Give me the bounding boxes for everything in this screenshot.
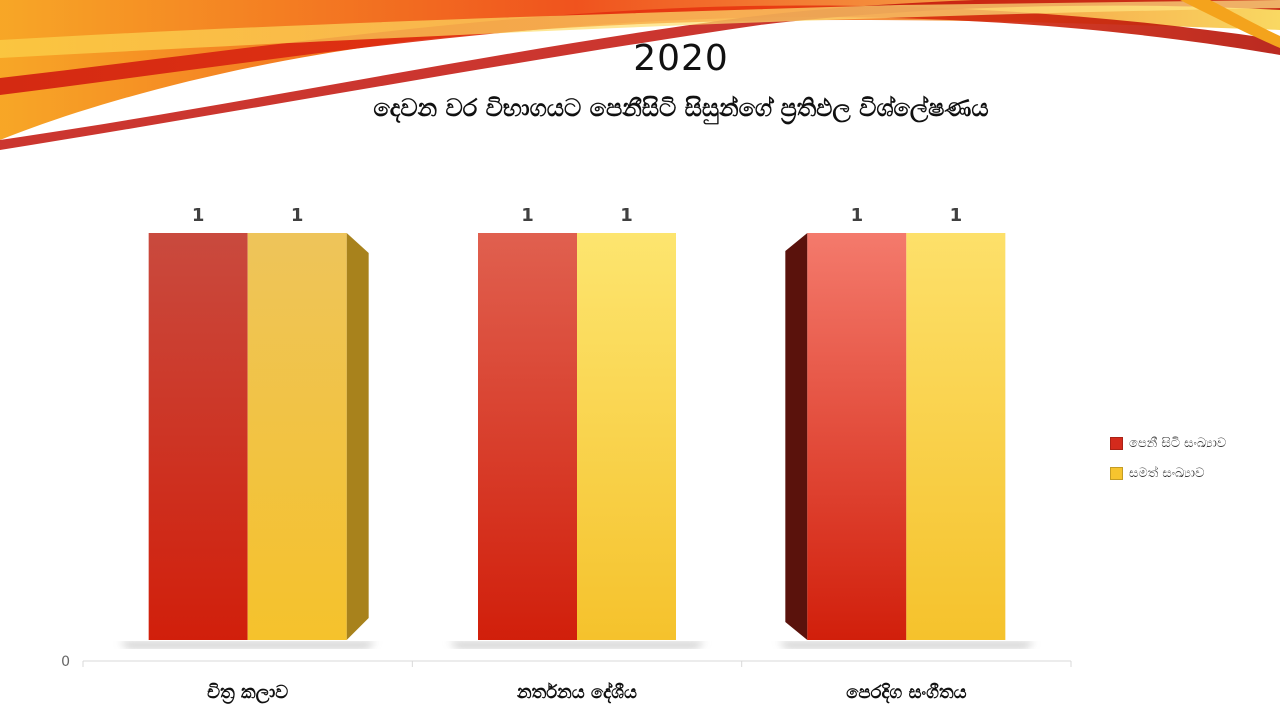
legend-label-appeared: පෙනී සිටි සංඛ්‍යාව xyxy=(1129,435,1227,451)
x-axis-category-label: පෙරදිග සංගීතය xyxy=(846,682,966,704)
bar xyxy=(577,233,676,640)
bar-shadow xyxy=(777,642,1036,648)
x-axis-category-label: චිත්‍ර කලාව xyxy=(207,682,288,704)
legend-item-appeared: පෙනී සිටි සංඛ්‍යාව xyxy=(1110,428,1226,458)
bar-data-label: 1 xyxy=(192,205,205,226)
flame-swoosh-decoration xyxy=(0,0,1280,150)
bar xyxy=(906,233,1006,640)
bar-side-face xyxy=(346,233,369,640)
legend-label-passed: සමත් සංඛ්‍යාව xyxy=(1129,465,1205,481)
bar-shadow xyxy=(448,642,706,648)
legend-swatch-passed xyxy=(1110,466,1123,480)
bar xyxy=(148,233,248,640)
chart-legend: පෙනී සිටි සංඛ්‍යාව සමත් සංඛ්‍යාව xyxy=(1110,428,1226,488)
bar-data-label: 1 xyxy=(620,205,633,226)
y-axis-tick-label: 0 xyxy=(61,654,70,670)
bar xyxy=(478,233,577,640)
bar xyxy=(807,233,907,640)
x-axis-category-label: නර්තනය දේශීය xyxy=(516,681,637,704)
bar-data-label: 1 xyxy=(851,205,864,226)
chart-title-year: 2020 xyxy=(633,38,729,79)
legend-item-passed: සමත් සංඛ්‍යාව xyxy=(1110,458,1226,488)
bar-shadow xyxy=(118,642,377,648)
legend-swatch-appeared xyxy=(1110,436,1123,450)
bar-side-face xyxy=(785,233,808,640)
bar xyxy=(247,233,347,640)
bar-data-label: 1 xyxy=(291,205,304,226)
bar-data-label: 1 xyxy=(950,205,963,226)
chart-subtitle: දෙවන වර විභාගයට පෙනීසිටි සිසුන්ගේ ප්‍රති… xyxy=(373,94,989,122)
bar-data-label: 1 xyxy=(521,205,534,226)
